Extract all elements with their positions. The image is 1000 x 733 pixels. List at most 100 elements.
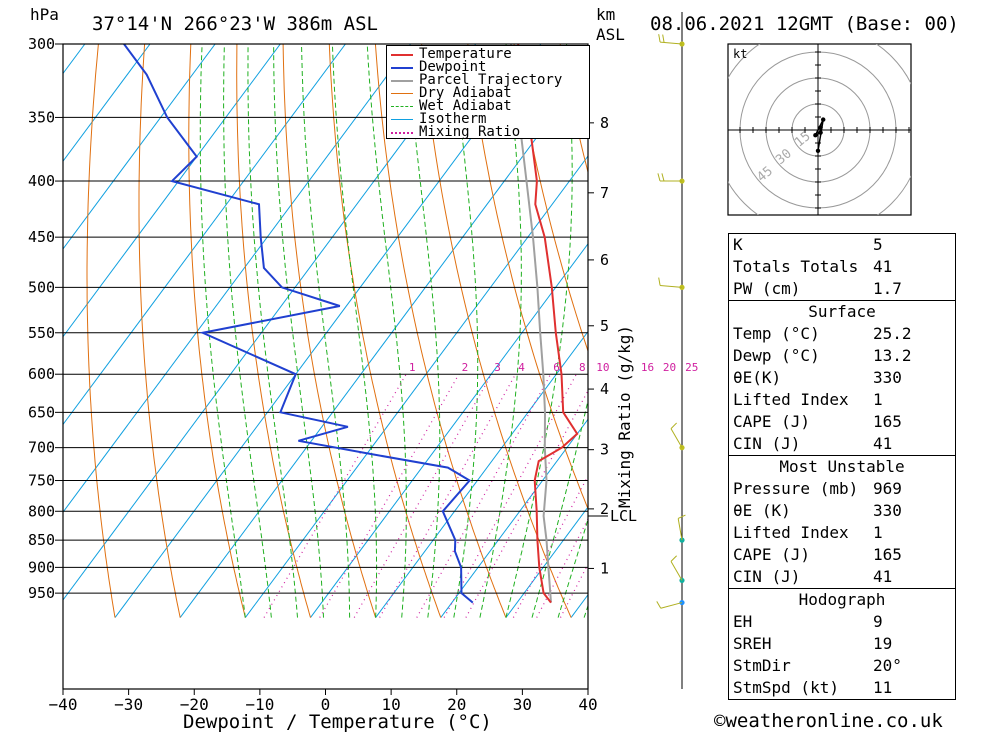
km-tick-label: 5 [600,317,609,335]
hodograph-point [815,148,821,153]
x-tick-label: −40 [49,695,78,714]
index-row: Totals Totals 41 [733,257,893,276]
index-row: PW (cm) 1.7 [733,279,902,298]
mixing-ratio-label: 25 [685,361,698,374]
legend-swatch [391,79,413,82]
x-tick-label: 30 [513,695,532,714]
km-tick-label: 4 [600,380,609,398]
wind-level-dot [679,537,685,543]
dry-adiabat-line [236,44,311,618]
legend-swatch [391,53,413,56]
mixing-ratio-label: 8 [579,361,586,374]
dry-adiabat-line [138,44,181,618]
km-tick-label: 6 [600,251,609,269]
wind-barb-staff [677,518,683,541]
legend: Temperature Dewpoint Parcel Trajectory D… [386,45,590,139]
wet-adiabat-line [366,44,407,618]
x-tick-label: −10 [245,695,274,714]
mixing-ratio-label: 3 [494,361,501,374]
hodograph-point [813,133,818,138]
wind-barb-staff [660,41,683,45]
mixing-ratio-label: 20 [663,361,676,374]
x-tick-label: −20 [180,695,209,714]
wind-barb-flag [677,514,686,519]
surface-row: Lifted Index 1 [733,390,883,409]
most-unstable-row: θE (K) 330 [733,501,902,520]
surface-row: Temp (°C) 25.2 [733,324,912,343]
mixing-ratio-label: 16 [641,361,654,374]
pressure-tick-label: 650 [28,403,55,421]
most-unstable-row: CAPE (J) 165 [733,545,902,564]
most-unstable-title: Most Unstable [729,455,955,478]
wet-adiabat-line [223,44,272,618]
pressure-tick-label: 700 [28,439,55,457]
km-label: km [596,5,615,24]
legend-swatch [391,106,413,107]
x-tick-label: 0 [321,695,331,714]
lcl-label: LCL [610,507,637,525]
wet-adiabat-line [247,44,298,618]
hodograph-unit-label: kt [733,47,747,61]
wet-adiabat-line [199,44,246,618]
pressure-tick-label: 500 [28,278,55,296]
copyright-footer: ©weatheronline.co.uk [714,710,943,732]
pressure-tick-label: 400 [28,172,55,190]
wind-barb-staff [660,284,683,288]
x-tick-label: 40 [578,695,597,714]
isotherm-line [63,44,412,514]
pressure-tick-label: 350 [28,108,55,126]
legend-swatch [391,131,413,134]
surface-title: Surface [729,300,955,323]
mixing-ratio-line [465,389,588,618]
axes: 1 2 3 4 6 8 10 16 20 2530035040045050055060065070… [28,35,698,714]
wind-barb-flag [670,555,678,562]
legend-swatch [391,66,413,69]
wind-barb-flag [658,277,661,286]
mixing-ratio-line [263,373,407,618]
mixing-ratio-line [443,373,577,618]
pressure-tick-label: 900 [28,558,55,576]
isotherm-line [440,418,588,618]
isotherm-line [63,44,151,163]
legend-dewpoint: Dewpoint [391,60,486,74]
wind-barb-staff [670,561,683,581]
mixing-ratio-label: 1 [409,361,416,374]
isotherm-line [63,44,216,250]
wet-adiabat-line [331,44,378,618]
hodograph-point [818,125,823,130]
mixing-ratio-line [536,517,588,618]
wet-adiabat-line [452,44,479,618]
pressure-tick-label: 550 [28,324,55,342]
parcel-trajectory-line [509,44,552,603]
pressure-tick-label: 750 [28,472,55,490]
hodograph-stats-row: StmDir 20° [733,656,902,675]
km-tick-label: 2 [600,500,609,518]
background-lines [63,44,588,618]
km-tick-label: 8 [600,114,609,132]
pressure-tick-label: 450 [28,228,55,246]
mixing-ratio-line [379,373,517,618]
surface-row: θE(K) 330 [733,368,902,387]
location-title: 37°14'N 266°23'W 386m ASL [92,13,378,35]
surface-row: Dewp (°C) 13.2 [733,346,912,365]
hodograph-point [821,117,826,122]
wind-barb-flag [657,173,661,182]
pressure-tick-label: 800 [28,502,55,520]
date-title: 08.06.2021 12GMT (Base: 00) [650,13,959,35]
x-tick-label: −30 [114,695,143,714]
legend-swatch [391,119,413,120]
wind-barb-flag [662,34,665,43]
isotherm-line [63,44,281,338]
dry-adiabat-line [86,44,116,618]
hodograph-point [818,130,823,135]
km-tick-label: 1 [600,559,609,577]
legend-temperature: Temperature [391,47,512,61]
temperature-line [517,44,579,604]
wind-barb-flag [656,601,662,609]
hodograph-stats-title: Hodograph [729,588,955,611]
x-tick-label: 20 [447,695,466,714]
dewpoint-line [123,44,474,604]
